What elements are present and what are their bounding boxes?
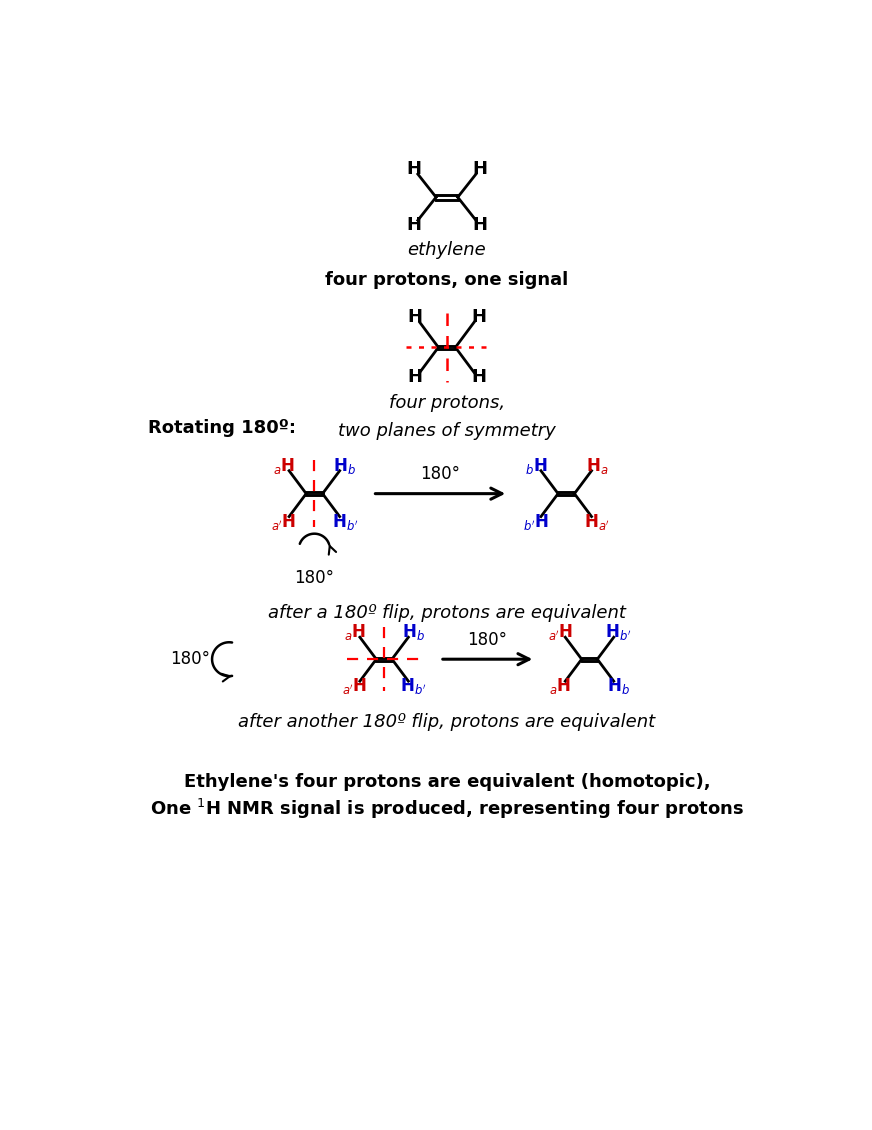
Text: 180°: 180° bbox=[295, 570, 334, 588]
Text: 180°: 180° bbox=[420, 466, 460, 484]
Text: One $^1$H NMR signal is produced, representing four protons: One $^1$H NMR signal is produced, repres… bbox=[150, 798, 744, 822]
Text: H$_b$: H$_b$ bbox=[333, 455, 357, 476]
Text: $_{a'}$H: $_{a'}$H bbox=[548, 623, 573, 642]
Text: $_{a}$H: $_{a}$H bbox=[549, 676, 571, 696]
Text: H$_{a'}$: H$_{a'}$ bbox=[583, 512, 610, 532]
Text: four protons, one signal: four protons, one signal bbox=[325, 271, 569, 289]
Text: H: H bbox=[406, 160, 421, 179]
Text: H: H bbox=[473, 160, 487, 179]
Text: 180°: 180° bbox=[467, 631, 508, 649]
Text: Rotating 180º:: Rotating 180º: bbox=[147, 419, 296, 437]
Text: H$_b$: H$_b$ bbox=[402, 623, 425, 642]
Text: H: H bbox=[406, 216, 421, 234]
Text: 180°: 180° bbox=[170, 650, 210, 668]
Text: H: H bbox=[473, 216, 487, 234]
Text: after a 180º flip, protons are equivalent: after a 180º flip, protons are equivalen… bbox=[268, 605, 626, 622]
Text: $_{b'}$H: $_{b'}$H bbox=[522, 512, 548, 532]
Text: H: H bbox=[407, 308, 423, 327]
Text: $_a$H: $_a$H bbox=[344, 623, 366, 642]
Text: $_b$H: $_b$H bbox=[525, 455, 547, 476]
Text: H$_{b'}$: H$_{b'}$ bbox=[605, 623, 632, 642]
Text: H$_a$: H$_a$ bbox=[585, 455, 608, 476]
Text: $_a$H: $_a$H bbox=[273, 455, 295, 476]
Text: H$_{b'}$: H$_{b'}$ bbox=[400, 676, 426, 696]
Text: after another 180º flip, protons are equivalent: after another 180º flip, protons are equ… bbox=[238, 713, 656, 731]
Text: H: H bbox=[407, 368, 423, 386]
Text: ethylene: ethylene bbox=[407, 241, 487, 259]
Text: two planes of symmetry: two planes of symmetry bbox=[338, 421, 555, 440]
Text: Ethylene's four protons are equivalent (homotopic),: Ethylene's four protons are equivalent (… bbox=[184, 773, 710, 791]
Text: four protons,: four protons, bbox=[389, 393, 505, 411]
Text: H: H bbox=[471, 308, 487, 327]
Text: $_{a'}$H: $_{a'}$H bbox=[342, 676, 368, 696]
Text: H$_{b}$: H$_{b}$ bbox=[607, 676, 630, 696]
Text: $_{a'}$H: $_{a'}$H bbox=[271, 512, 296, 532]
Text: H: H bbox=[471, 368, 487, 386]
Text: H$_{b'}$: H$_{b'}$ bbox=[331, 512, 358, 532]
